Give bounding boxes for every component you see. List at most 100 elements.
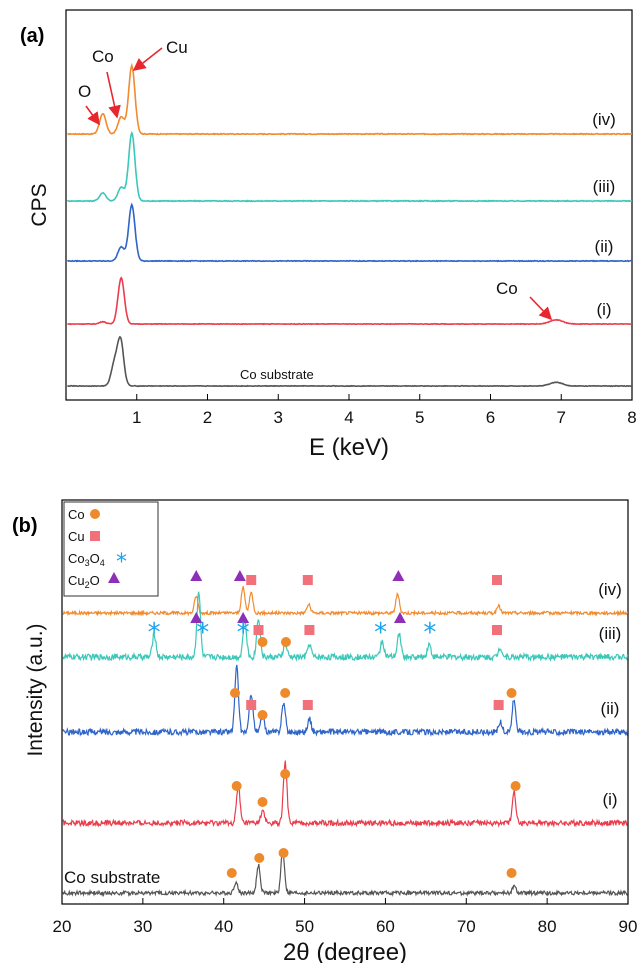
x-axis-title-b: 2θ (degree)	[283, 939, 407, 963]
phase-marker-asterisk: *	[423, 618, 436, 648]
x-tick-label-b: 30	[133, 917, 152, 936]
phase-marker-square	[246, 575, 257, 585]
x-tick-label-a: 5	[415, 408, 424, 427]
x-tick-label-a: 1	[132, 408, 141, 427]
x-axis-title-a: E (keV)	[309, 434, 389, 461]
x-ticks-a: 1 2 3 4 5 6 7 8	[132, 394, 637, 427]
annotation-co: Co	[92, 47, 114, 66]
legend-marker-cu	[90, 531, 100, 541]
trace-a-4	[67, 336, 633, 388]
trace-label-a: (ii)	[595, 237, 614, 256]
phase-marker-square	[492, 625, 503, 635]
trace-b-2	[62, 664, 629, 738]
trace-a-1	[66, 130, 633, 203]
phase-marker-asterisk: *	[237, 618, 250, 648]
phase-marker-circle	[231, 781, 242, 791]
trace-label-a-substrate: Co substrate	[240, 367, 314, 382]
x-tick-label-b: 40	[214, 917, 233, 936]
arrow-co	[106, 71, 121, 119]
x-ticks-b: 20 30 40 50 60 70 80 90	[53, 898, 638, 936]
annotation-cu: Cu	[166, 38, 188, 57]
legend-label-cu: Cu	[68, 529, 85, 544]
peak-annotations-a: O Co Cu Co	[78, 38, 553, 321]
traces-b	[62, 586, 629, 898]
trace-b-3	[62, 760, 629, 828]
annotation-co-k: Co	[496, 279, 518, 298]
panel-a-label: (a)	[20, 25, 44, 47]
legend-label-cu2o: Cu2O	[68, 573, 100, 590]
trace-label-b-substrate: Co substrate	[64, 868, 160, 887]
legend: Co Cu Co3O4 * Cu2O	[63, 501, 159, 597]
x-tick-label-a: 3	[274, 408, 283, 427]
trace-label-a: (i)	[596, 300, 611, 319]
plot-frame-a	[65, 9, 633, 401]
x-tick-label-b: 20	[53, 917, 72, 936]
x-tick-label-b: 60	[376, 917, 395, 936]
x-tick-label-a: 6	[486, 408, 495, 427]
trace-label-a: (iv)	[592, 110, 616, 129]
phase-marker-triangle	[190, 612, 203, 623]
x-tick-label-b: 70	[457, 917, 476, 936]
annotation-o: O	[78, 82, 91, 101]
trace-a-3	[67, 276, 633, 326]
trace-b-4	[62, 849, 628, 898]
phase-marker-asterisk: *	[148, 618, 161, 648]
trace-label-b: (iv)	[598, 580, 622, 599]
phase-marker-circle	[506, 688, 517, 698]
phase-marker-circle	[254, 853, 265, 863]
panel-b: (b) Intensity (a.u.) 2θ (degree) 20 30 40 5…	[12, 499, 638, 963]
phase-marker-triangle	[237, 612, 250, 623]
phase-marker-circle	[257, 710, 268, 720]
phase-marker-circle	[278, 848, 289, 858]
plot-frame-b	[61, 499, 629, 905]
legend-box	[63, 501, 159, 597]
x-tick-label-b: 50	[295, 917, 314, 936]
legend-marker-co3o4: *	[116, 550, 127, 575]
x-tick-label-a: 2	[203, 408, 212, 427]
arrow-co-k	[529, 296, 553, 321]
phase-marker-square	[304, 625, 315, 635]
y-axis-title-a: CPS	[28, 183, 51, 226]
phase-marker-square	[253, 625, 264, 635]
phase-marker-circle	[280, 688, 291, 698]
phase-marker-circle	[257, 637, 268, 647]
phase-marker-asterisk: *	[374, 618, 387, 648]
phase-marker-circle	[506, 868, 517, 878]
trace-label-a: (iii)	[593, 177, 616, 196]
phase-marker-circle	[226, 868, 237, 878]
y-axis-title-b: Intensity (a.u.)	[24, 623, 47, 756]
trace-a-0	[67, 62, 633, 136]
phase-marker-triangle	[190, 570, 203, 581]
phase-marker-circle	[257, 797, 268, 807]
x-tick-label-b: 90	[619, 917, 638, 936]
phase-markers-b: * * * * *	[148, 570, 521, 878]
phase-marker-asterisk: *	[196, 618, 209, 648]
phase-marker-triangle	[393, 612, 406, 623]
phase-marker-square	[302, 575, 313, 585]
phase-marker-triangle	[233, 570, 246, 581]
trace-a-2	[67, 202, 633, 263]
trace-label-b: (iii)	[599, 624, 622, 643]
panel-b-label: (b)	[12, 515, 38, 537]
phase-marker-triangle	[392, 570, 405, 581]
phase-marker-square	[493, 700, 504, 710]
trace-label-b: (ii)	[601, 699, 620, 718]
phase-marker-square	[302, 700, 313, 710]
x-tick-label-a: 7	[557, 408, 566, 427]
phase-marker-circle	[510, 781, 521, 791]
legend-marker-cu2o	[108, 572, 120, 583]
x-tick-label-a: 8	[627, 408, 636, 427]
trace-b-0	[62, 586, 629, 617]
arrow-o	[85, 105, 100, 126]
trace-labels-a: (iv) (iii) (ii) (i) Co substrate	[240, 110, 616, 382]
trace-b-1	[62, 591, 629, 663]
phase-marker-square	[246, 700, 257, 710]
trace-labels-b: (iv) (iii) (ii) (i) Co substrate	[64, 580, 622, 887]
legend-marker-co	[90, 509, 100, 519]
x-tick-label-b: 80	[538, 917, 557, 936]
phase-marker-circle	[280, 637, 291, 647]
x-tick-label-a: 4	[344, 408, 353, 427]
traces-a	[66, 62, 633, 388]
